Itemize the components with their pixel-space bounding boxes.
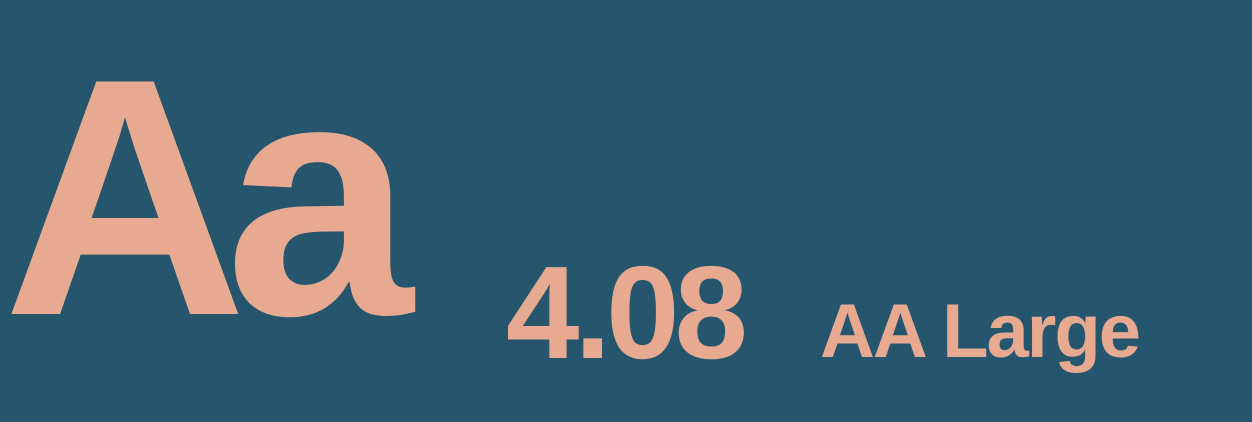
contrast-ratio: 4.08: [506, 239, 748, 386]
wcag-rating: AA Large: [820, 289, 1141, 374]
sample-text: Aa: [3, 8, 413, 386]
